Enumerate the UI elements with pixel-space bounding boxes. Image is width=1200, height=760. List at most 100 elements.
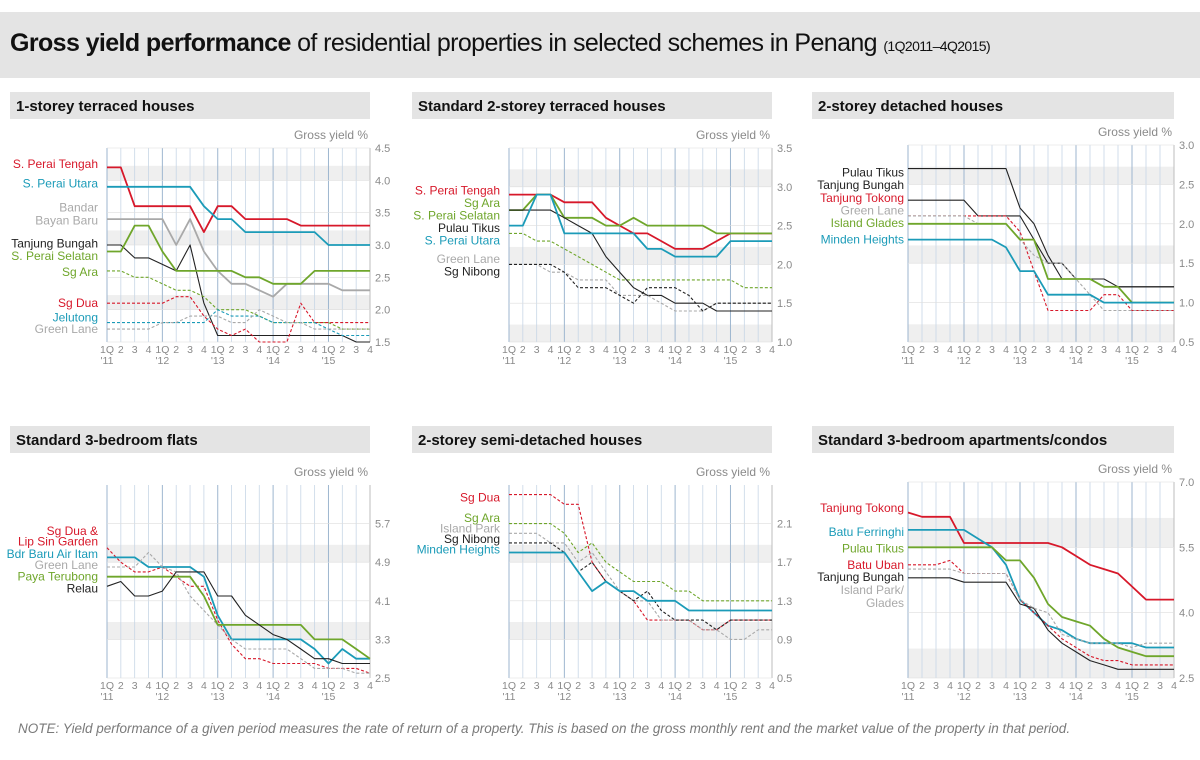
chart-panel-3: 2-storey detached houses Gross yield % 3.0… [812, 92, 1194, 367]
x-tick-label: 3 [644, 344, 650, 356]
x-tick-year: '11 [503, 355, 516, 367]
x-tick-label: 1Q [1013, 344, 1027, 356]
x-tick-year: '12 [957, 691, 971, 703]
series-label: S. Perai Utara [425, 233, 501, 247]
x-tick-label: 3 [534, 344, 540, 356]
x-tick-label: 3 [1157, 680, 1163, 692]
y-tick-label: 2.0 [777, 259, 792, 271]
y-tick-label: 5.5 [1179, 542, 1194, 554]
chart-title: Standard 3-bedroom apartments/condos [818, 432, 1107, 449]
x-tick-year: '13 [1013, 355, 1027, 367]
series-label: Sg Ara [464, 511, 500, 525]
series-line [106, 571, 370, 665]
series-label: Green Lane [35, 558, 99, 572]
series-line [908, 238, 1174, 304]
x-tick-label: 2 [975, 680, 981, 692]
y-tick-label: 2.5 [777, 221, 792, 233]
x-tick-year: '12 [558, 691, 572, 703]
x-tick-label: 1Q [1013, 680, 1027, 692]
series-line [908, 199, 1174, 288]
x-tick-label: 2 [575, 344, 581, 356]
y-tick-label: 3.0 [777, 182, 792, 194]
series-label: Sg Dua [460, 491, 500, 505]
x-tick-label: 3 [353, 680, 359, 692]
x-tick-label: 2 [1031, 680, 1037, 692]
x-tick-year: '15 [724, 691, 738, 703]
series-label: S. Perai Tengah [13, 157, 98, 171]
series-label: Glades [866, 596, 904, 610]
series-line [908, 222, 1174, 304]
grid-band [107, 295, 370, 310]
series-line [107, 309, 370, 337]
x-tick-year: '14 [266, 691, 280, 703]
grid-band [908, 648, 1174, 678]
series-line [908, 568, 1174, 649]
y-tick-label: 1.3 [777, 596, 792, 608]
series-line [107, 224, 370, 285]
y-tick-label: 2.0 [375, 305, 390, 317]
x-tick-label: 1Q [668, 344, 682, 356]
series-line [908, 168, 1174, 288]
grid-band [509, 544, 772, 563]
x-tick-label: 2 [520, 344, 526, 356]
y-axis-label: Gross yield % [696, 128, 770, 142]
grid-band [509, 324, 772, 342]
x-tick-label: 4 [146, 680, 152, 692]
x-tick-label: 3 [1101, 680, 1107, 692]
x-tick-label: 2 [229, 680, 235, 692]
x-tick-label: 3 [534, 680, 540, 692]
x-tick-label: 3 [132, 680, 138, 692]
series-label: Tanjung Bungah [817, 178, 904, 192]
x-tick-label: 3 [700, 680, 706, 692]
series-label: Sg Dua & [47, 524, 98, 538]
series-line [107, 296, 370, 343]
y-tick-label: 4.5 [375, 143, 390, 155]
x-tick-year: '13 [1013, 691, 1027, 703]
series-line [509, 532, 772, 640]
x-tick-label: 2 [173, 680, 179, 692]
x-tick-label: 1Q [957, 344, 971, 356]
chart-title: 2-storey semi-detached houses [418, 432, 642, 449]
footnote: NOTE: Yield performance of a given perio… [18, 721, 1071, 736]
grid-band [107, 544, 370, 563]
grid-band-top [509, 485, 772, 522]
y-tick-label: 0.5 [1179, 337, 1194, 349]
x-tick-label: 3 [242, 344, 248, 356]
x-tick-year: '13 [211, 355, 225, 367]
grid-band [908, 166, 1174, 185]
series-line [509, 193, 772, 235]
y-tick-label: 0.5 [777, 673, 792, 685]
x-tick-label: 3 [755, 680, 761, 692]
x-tick-label: 3 [933, 344, 939, 356]
x-tick-label: 3 [1045, 344, 1051, 356]
x-tick-label: 1Q [723, 344, 737, 356]
series-label: Bandar [59, 200, 98, 214]
series-label: Tanjung Tokong [820, 191, 904, 205]
series-line [908, 215, 1174, 312]
x-tick-label: 2 [741, 680, 747, 692]
x-tick-label: 2 [631, 680, 637, 692]
series-line [106, 547, 371, 674]
y-tick-label: 7.0 [1179, 477, 1194, 489]
x-tick-year: '14 [668, 691, 682, 703]
x-tick-year: '12 [156, 355, 170, 367]
x-tick-year: '15 [322, 355, 336, 367]
x-tick-label: 2 [1031, 344, 1037, 356]
x-tick-label: 1Q [668, 680, 682, 692]
x-tick-label: 1Q [155, 344, 169, 356]
series-label: Batu Ferringhi [829, 525, 904, 539]
x-tick-label: 2 [631, 344, 637, 356]
x-tick-year: '11 [101, 691, 114, 703]
x-tick-year: '13 [613, 355, 627, 367]
x-tick-label: 2 [1143, 680, 1149, 692]
x-tick-label: 3 [353, 344, 359, 356]
x-tick-label: 3 [132, 344, 138, 356]
series-label: S. Perai Selatan [11, 249, 98, 263]
chart-title: Standard 2-storey terraced houses [418, 98, 666, 115]
x-tick-label: 2 [919, 680, 925, 692]
x-tick-label: 4 [769, 344, 775, 356]
x-tick-label: 1Q [1125, 680, 1139, 692]
x-tick-year: '14 [668, 355, 682, 367]
x-tick-label: 1Q [1069, 680, 1083, 692]
